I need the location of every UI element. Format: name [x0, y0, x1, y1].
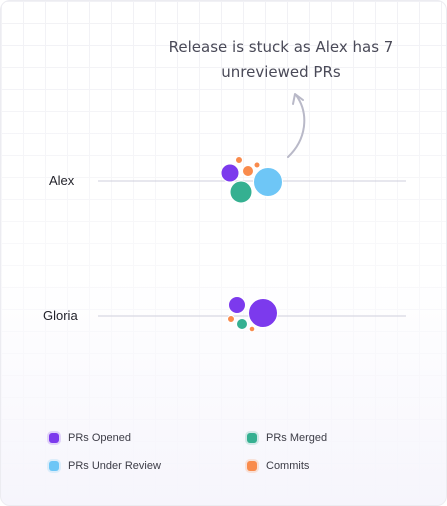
- bubble-commits: [242, 165, 254, 177]
- legend: PRs Opened PRs Merged PRs Under Review C…: [49, 431, 389, 473]
- legend-item-prs-merged: PRs Merged: [247, 431, 387, 445]
- row-label-alex: Alex: [49, 173, 75, 188]
- bubble-prs-opened: [248, 298, 278, 328]
- row-label-gloria: Gloria: [43, 308, 78, 323]
- bubble-commits: [227, 315, 235, 323]
- bubble-prs-under-review: [253, 167, 283, 197]
- annotation-arrowhead: [292, 93, 304, 105]
- legend-item-prs-opened: PRs Opened: [49, 431, 247, 445]
- legend-item-prs-under-review: PRs Under Review: [49, 459, 247, 473]
- annotation-note: Release is stuck as Alex has 7 unreviewe…: [151, 35, 411, 85]
- bubble-commits: [253, 161, 261, 169]
- legend-label: PRs Under Review: [68, 460, 161, 472]
- legend-label: PRs Merged: [266, 432, 328, 444]
- annotation-line-1: Release is stuck as Alex has 7: [168, 38, 394, 56]
- legend-swatch: [49, 461, 59, 471]
- legend-label: PRs Opened: [68, 432, 131, 444]
- bubble-prs-opened: [228, 296, 246, 314]
- legend-swatch: [247, 461, 257, 471]
- annotation-line-2: unreviewed PRs: [221, 63, 341, 81]
- bubble-prs-merged: [229, 180, 253, 204]
- bubble-prs-opened: [220, 163, 240, 183]
- annotation-arrow: [287, 94, 306, 158]
- bubble-cluster-gloria: [227, 296, 278, 333]
- bubble-commits: [235, 156, 243, 164]
- bubble-prs-merged: [236, 318, 248, 330]
- bubble-cluster-alex: [220, 156, 283, 204]
- legend-label: Commits: [266, 460, 310, 472]
- legend-item-commits: Commits: [247, 459, 387, 473]
- legend-swatch: [247, 433, 257, 443]
- legend-swatch: [49, 433, 59, 443]
- bubble-commits: [248, 325, 256, 333]
